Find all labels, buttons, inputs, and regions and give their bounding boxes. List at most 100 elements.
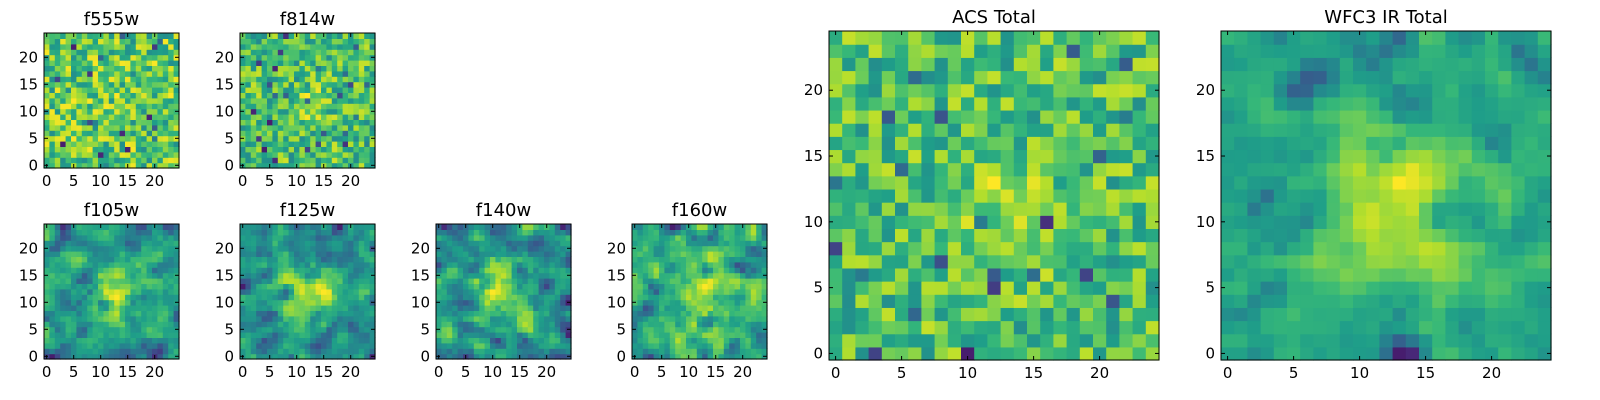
heatmap-cell bbox=[637, 234, 644, 241]
heatmap-cell bbox=[141, 135, 148, 142]
heatmap-cell bbox=[337, 256, 344, 263]
heatmap-cell bbox=[1247, 188, 1262, 203]
heatmap-cell bbox=[288, 240, 295, 247]
heatmap-cell bbox=[441, 337, 448, 344]
heatmap-cell bbox=[696, 326, 703, 333]
heatmap-cell bbox=[114, 261, 121, 268]
heatmap-cell bbox=[310, 54, 317, 61]
heatmap-cell bbox=[675, 299, 682, 306]
heatmap-cell bbox=[723, 310, 730, 317]
heatmap-cell bbox=[653, 234, 660, 241]
heatmap-cell bbox=[675, 283, 682, 290]
heatmap-cell bbox=[1106, 136, 1120, 151]
heatmap-cell bbox=[1027, 294, 1041, 308]
heatmap-cell bbox=[103, 92, 110, 99]
heatmap-cell bbox=[141, 92, 148, 99]
heatmap-cell bbox=[245, 135, 252, 142]
heatmap-cell bbox=[664, 353, 671, 360]
heatmap-cell bbox=[463, 321, 469, 328]
heatmap-cell bbox=[457, 337, 464, 344]
heatmap-cell bbox=[87, 256, 94, 263]
heatmap-cell bbox=[288, 288, 295, 295]
heatmap-cell bbox=[315, 65, 322, 72]
heatmap-cell bbox=[294, 87, 300, 93]
heatmap-cell bbox=[304, 229, 311, 236]
heatmap-cell bbox=[272, 54, 279, 61]
heatmap-cell bbox=[54, 315, 61, 322]
heatmap-cell bbox=[1132, 188, 1147, 203]
heatmap-cell bbox=[358, 229, 365, 236]
heatmap-cell bbox=[740, 294, 746, 301]
heatmap-cell bbox=[544, 240, 550, 247]
heatmap-cell bbox=[152, 315, 158, 322]
heatmap-cell bbox=[130, 267, 137, 274]
heatmap-cell bbox=[707, 337, 714, 344]
heatmap-cell bbox=[648, 288, 655, 295]
heatmap-cell bbox=[506, 245, 513, 252]
heatmap-cell bbox=[868, 346, 883, 361]
heatmap-cell bbox=[60, 33, 67, 39]
heatmap-cell bbox=[288, 65, 295, 72]
heatmap-cell bbox=[723, 342, 730, 349]
heatmap-cell bbox=[294, 65, 300, 72]
heatmap-cell bbox=[745, 299, 752, 306]
heatmap-cell bbox=[527, 294, 534, 301]
heatmap-cell bbox=[653, 267, 660, 274]
heatmap-cell bbox=[473, 332, 480, 338]
heatmap-cell bbox=[173, 38, 180, 45]
heatmap-cell bbox=[696, 278, 703, 284]
heatmap-cell bbox=[250, 294, 257, 301]
heatmap-cell bbox=[696, 267, 703, 274]
heatmap-cell bbox=[288, 337, 295, 344]
heatmap-cell bbox=[141, 54, 148, 61]
heatmap-cell bbox=[173, 332, 180, 338]
heatmap-cell bbox=[364, 70, 371, 77]
heatmap-cell bbox=[81, 49, 88, 56]
heatmap-cell bbox=[130, 130, 137, 137]
heatmap-cell bbox=[76, 141, 83, 147]
heatmap-cell bbox=[1221, 281, 1235, 295]
heatmap-cell bbox=[87, 130, 94, 137]
heatmap-cell bbox=[267, 103, 273, 110]
heatmap-cell bbox=[267, 124, 273, 131]
heatmap-cell bbox=[675, 272, 682, 279]
heatmap-cell bbox=[173, 33, 180, 39]
heatmap-cell bbox=[353, 315, 360, 322]
heatmap-cell bbox=[881, 109, 896, 124]
heatmap-cell bbox=[337, 108, 344, 115]
heatmap-cell bbox=[103, 240, 110, 247]
heatmap-cell bbox=[908, 57, 922, 72]
heatmap-cell bbox=[702, 267, 709, 274]
heatmap-cell bbox=[288, 60, 295, 66]
heatmap-cell bbox=[441, 315, 448, 322]
heatmap-cell bbox=[135, 49, 142, 56]
heatmap-cell bbox=[750, 315, 757, 322]
heatmap-cell bbox=[87, 321, 94, 328]
heatmap-cell bbox=[734, 245, 741, 252]
heatmap-cell bbox=[277, 224, 284, 230]
heatmap-cell bbox=[549, 321, 556, 328]
heatmap-cell bbox=[108, 70, 115, 77]
heatmap-cell bbox=[680, 224, 687, 230]
heatmap-cell bbox=[452, 229, 459, 236]
heatmap-cell bbox=[256, 114, 263, 120]
heatmap-cell bbox=[135, 162, 142, 169]
heatmap-cell bbox=[44, 130, 50, 137]
heatmap-cell bbox=[740, 315, 746, 322]
heatmap-cell bbox=[1145, 267, 1160, 282]
heatmap-cell bbox=[734, 240, 741, 247]
heatmap-cell bbox=[119, 119, 126, 126]
heatmap-cell bbox=[141, 337, 148, 344]
heatmap-cell bbox=[353, 43, 360, 50]
heatmap-cell bbox=[267, 108, 273, 115]
heatmap-cell bbox=[881, 162, 896, 177]
heatmap-cell bbox=[908, 188, 922, 203]
heatmap-cell bbox=[364, 321, 371, 328]
heatmap-cell bbox=[261, 305, 268, 311]
heatmap-cell bbox=[1458, 346, 1473, 361]
heatmap-cell bbox=[173, 103, 180, 110]
heatmap-cell bbox=[961, 123, 975, 137]
heatmap-cell bbox=[1027, 215, 1041, 229]
heatmap-cell bbox=[315, 299, 322, 306]
heatmap-cell bbox=[934, 162, 949, 177]
